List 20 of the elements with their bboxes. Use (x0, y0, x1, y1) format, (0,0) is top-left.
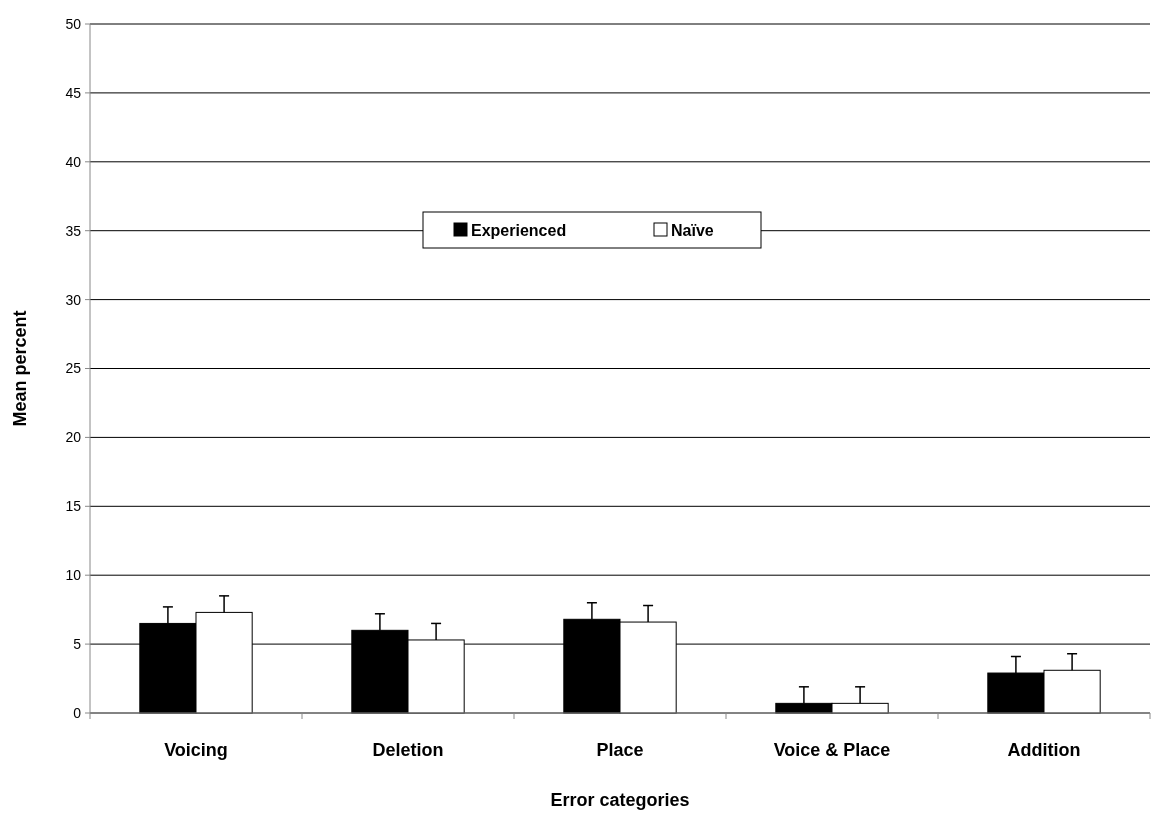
legend-label: Naïve (671, 221, 714, 239)
y-tick-label: 15 (65, 498, 82, 515)
x-tick-label: Voice & Place (773, 740, 891, 760)
y-tick-label: 30 (65, 291, 82, 308)
y-axis-title: Mean percent (10, 310, 30, 427)
legend-label: Experienced (471, 221, 567, 239)
x-tick-label: Place (596, 740, 644, 760)
x-tick-label: Deletion (372, 740, 444, 760)
y-tick-label: 35 (65, 222, 82, 239)
y-tick-label: 5 (73, 636, 82, 652)
y-tick-label: 50 (65, 15, 82, 32)
y-tick-label: 40 (65, 153, 82, 170)
y-tick-label: 10 (65, 567, 82, 584)
y-tick-label: 0 (73, 704, 82, 721)
x-tick-label: Voicing (164, 740, 228, 760)
y-tick-label: 25 (65, 360, 82, 377)
y-tick-label: 20 (65, 429, 82, 446)
y-tick-label: 45 (65, 84, 82, 101)
x-tick-label: Addition (1007, 740, 1081, 760)
x-axis-title: Error categories (550, 790, 690, 810)
